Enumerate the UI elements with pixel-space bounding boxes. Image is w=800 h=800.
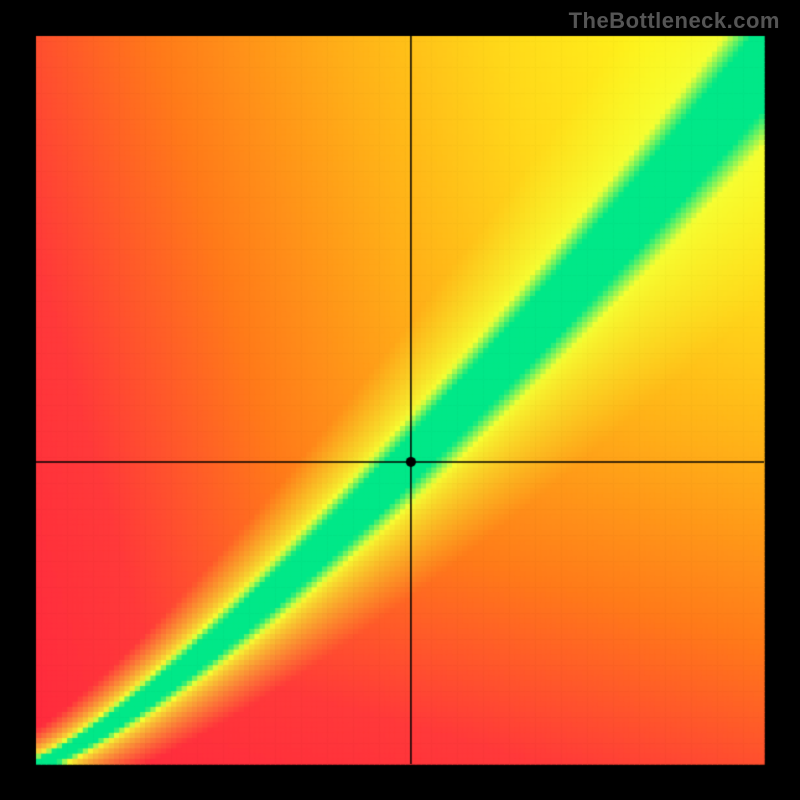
heatmap-canvas xyxy=(0,0,800,800)
watermark: TheBottleneck.com xyxy=(569,8,780,34)
chart-container: TheBottleneck.com xyxy=(0,0,800,800)
